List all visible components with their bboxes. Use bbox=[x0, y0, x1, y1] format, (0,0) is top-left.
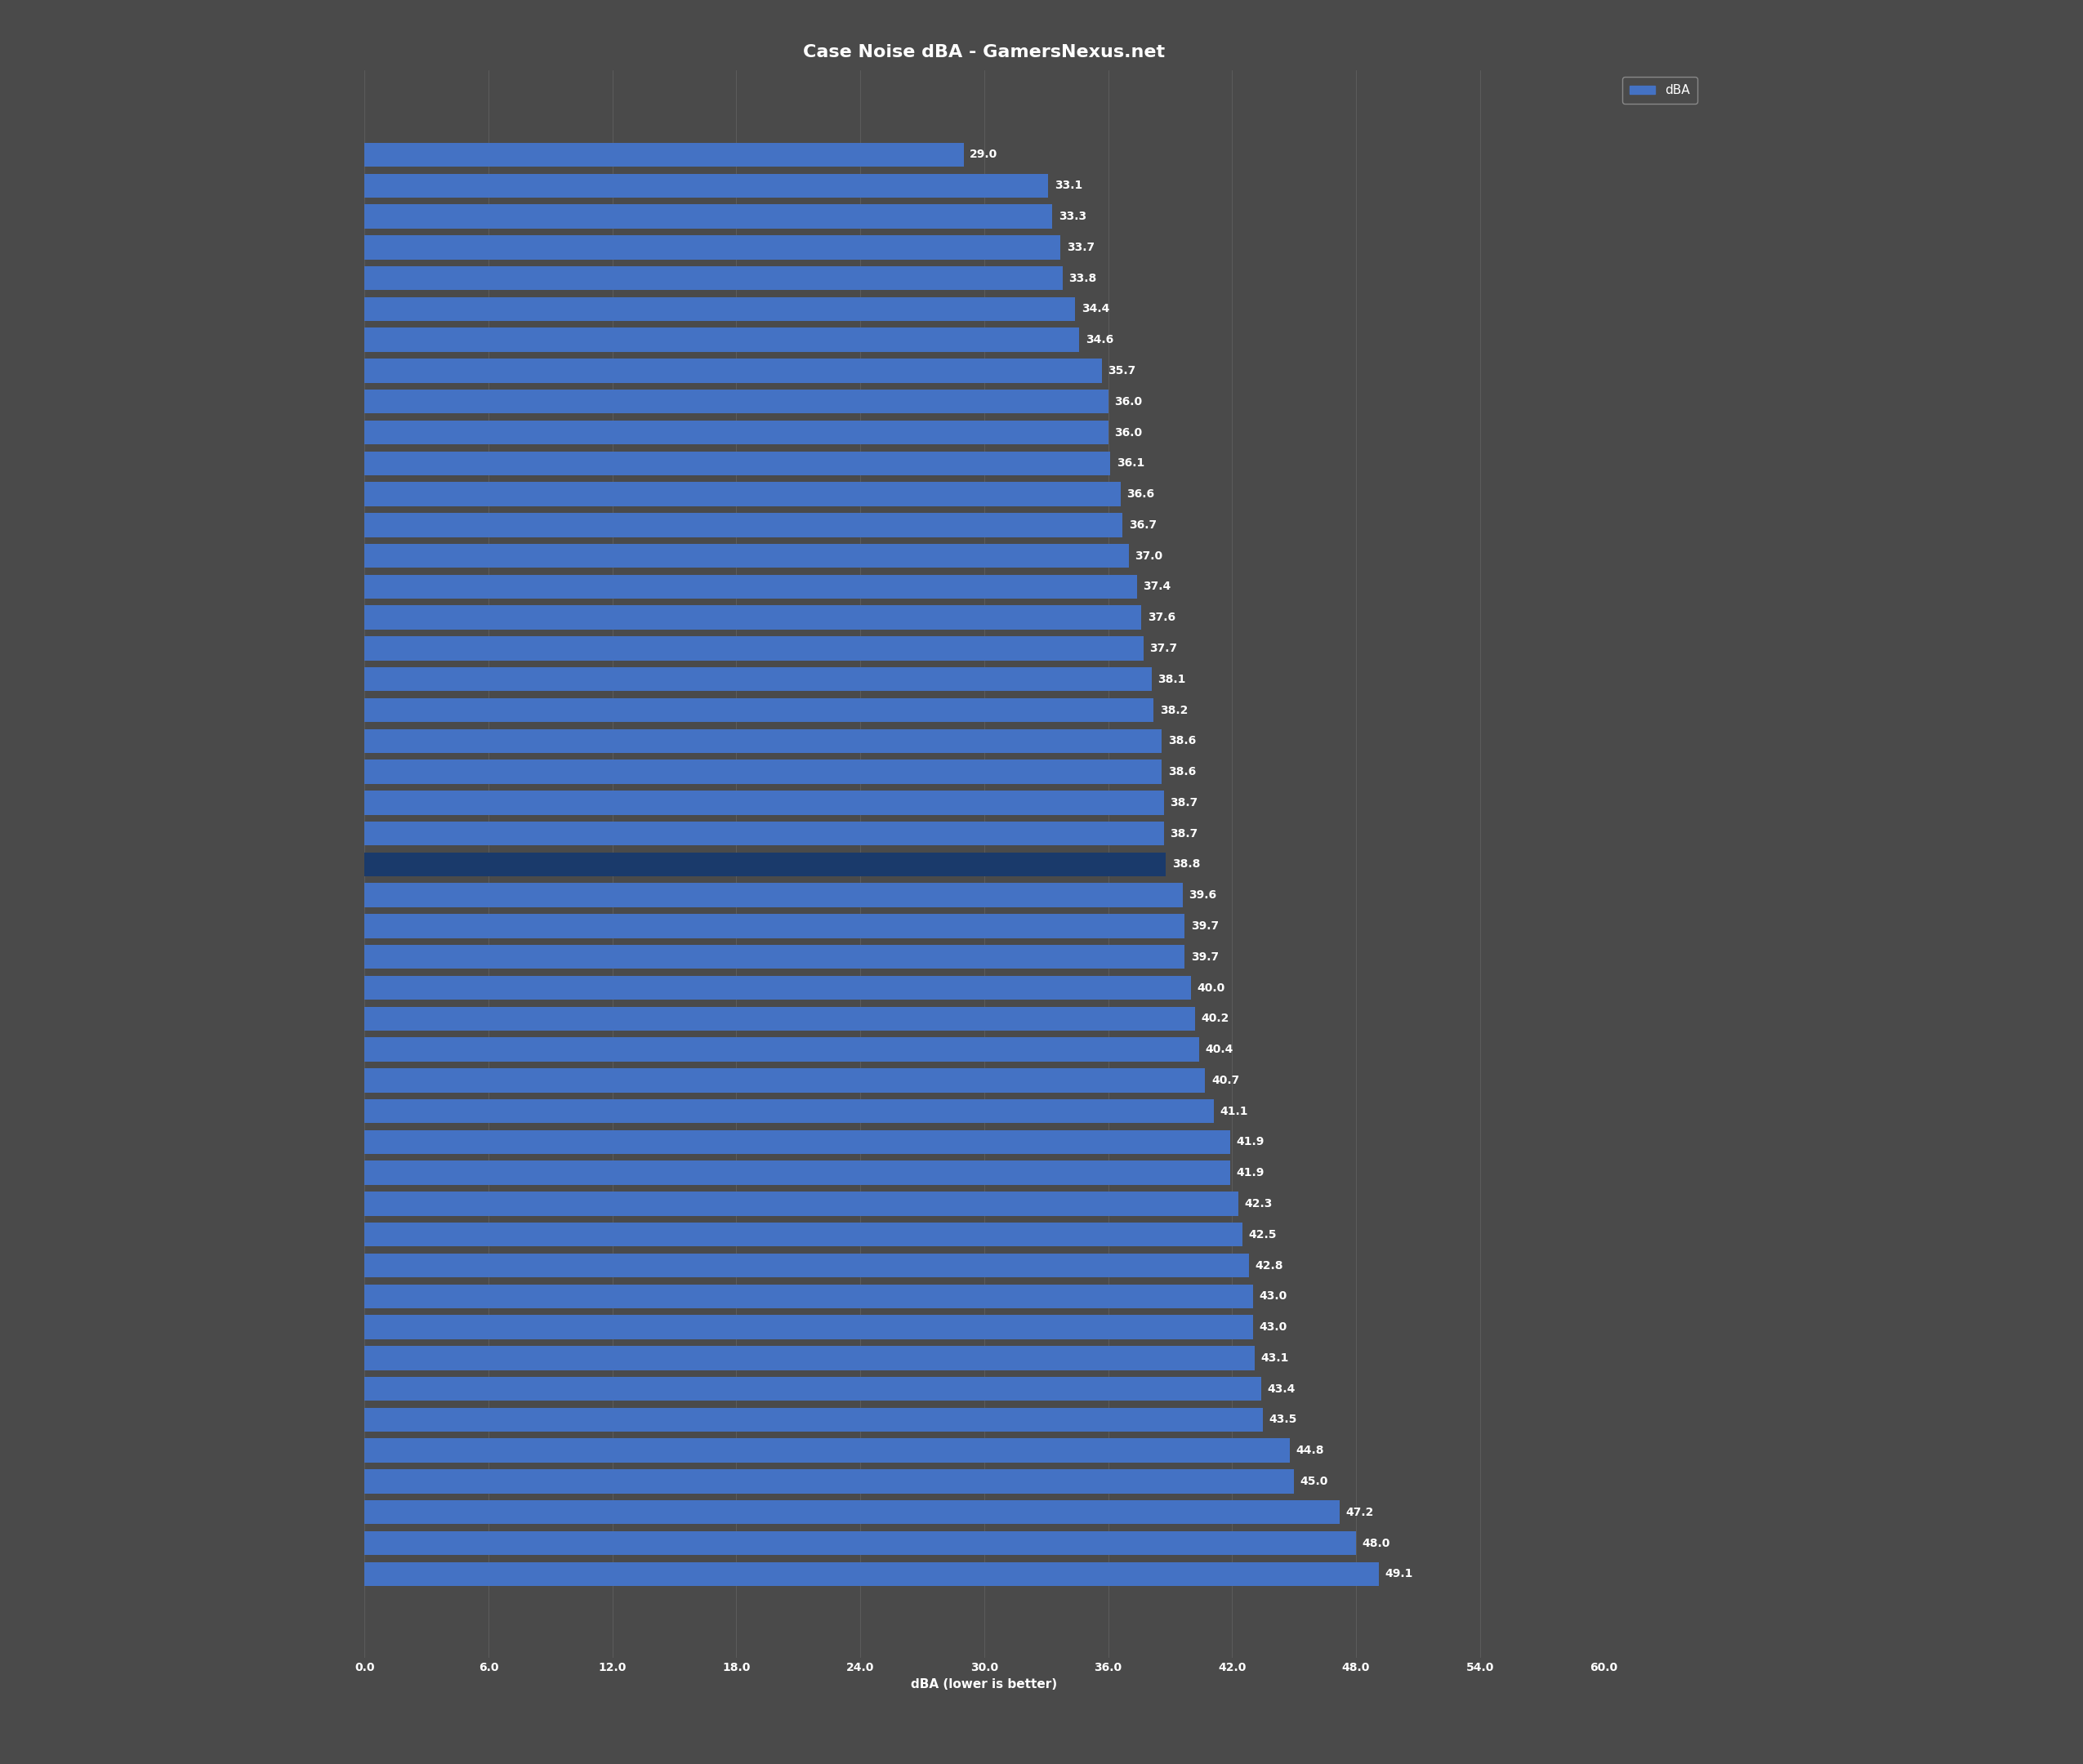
Bar bbox=[365, 637, 1144, 660]
Bar bbox=[365, 914, 1185, 938]
Bar bbox=[365, 420, 1108, 445]
Text: 41.9: 41.9 bbox=[1235, 1136, 1264, 1148]
Text: 40.7: 40.7 bbox=[1212, 1074, 1239, 1087]
Bar bbox=[365, 884, 1183, 907]
Text: 38.7: 38.7 bbox=[1171, 827, 1198, 840]
Text: 33.1: 33.1 bbox=[1054, 180, 1083, 191]
Bar bbox=[365, 143, 964, 168]
Bar bbox=[365, 729, 1162, 753]
Bar bbox=[365, 1069, 1206, 1092]
X-axis label: dBA (lower is better): dBA (lower is better) bbox=[910, 1678, 1058, 1690]
Text: 43.4: 43.4 bbox=[1266, 1383, 1296, 1395]
Text: 47.2: 47.2 bbox=[1346, 1506, 1375, 1519]
Text: 49.1: 49.1 bbox=[1385, 1568, 1412, 1581]
Text: 48.0: 48.0 bbox=[1362, 1538, 1389, 1549]
Bar bbox=[365, 1192, 1237, 1215]
Text: 34.6: 34.6 bbox=[1085, 333, 1114, 346]
Text: 38.2: 38.2 bbox=[1160, 704, 1187, 716]
Bar bbox=[365, 1161, 1231, 1185]
Text: 40.2: 40.2 bbox=[1202, 1013, 1229, 1025]
Bar bbox=[365, 1378, 1260, 1401]
Text: 37.7: 37.7 bbox=[1150, 642, 1177, 654]
Bar bbox=[365, 328, 1079, 351]
Text: 29.0: 29.0 bbox=[971, 148, 998, 161]
Text: 38.7: 38.7 bbox=[1171, 797, 1198, 808]
Text: 37.0: 37.0 bbox=[1135, 550, 1162, 561]
Bar bbox=[365, 790, 1164, 815]
Text: 33.8: 33.8 bbox=[1069, 272, 1098, 284]
Bar bbox=[365, 822, 1164, 845]
Text: 42.5: 42.5 bbox=[1248, 1230, 1277, 1240]
Bar bbox=[365, 1316, 1252, 1339]
Bar bbox=[365, 605, 1141, 630]
Bar bbox=[365, 975, 1191, 1000]
Text: 43.0: 43.0 bbox=[1258, 1291, 1287, 1302]
Text: 39.7: 39.7 bbox=[1191, 921, 1219, 931]
Text: 36.6: 36.6 bbox=[1127, 489, 1154, 499]
Text: 40.0: 40.0 bbox=[1198, 983, 1225, 993]
Text: 38.1: 38.1 bbox=[1158, 674, 1185, 684]
Legend: dBA: dBA bbox=[1623, 78, 1698, 104]
Bar bbox=[365, 852, 1166, 877]
Text: 36.1: 36.1 bbox=[1116, 457, 1144, 469]
Text: 37.6: 37.6 bbox=[1148, 612, 1175, 623]
Bar bbox=[365, 946, 1185, 968]
Bar bbox=[365, 358, 1102, 383]
Text: 41.9: 41.9 bbox=[1235, 1168, 1264, 1178]
Text: 42.8: 42.8 bbox=[1254, 1259, 1283, 1272]
Bar bbox=[365, 1499, 1339, 1524]
Bar bbox=[365, 1408, 1262, 1432]
Bar bbox=[365, 296, 1075, 321]
Bar bbox=[365, 667, 1152, 691]
Text: 38.6: 38.6 bbox=[1169, 736, 1196, 746]
Text: 37.4: 37.4 bbox=[1144, 580, 1171, 593]
Text: 36.0: 36.0 bbox=[1114, 427, 1141, 437]
Text: 36.7: 36.7 bbox=[1129, 519, 1156, 531]
Bar bbox=[365, 1037, 1200, 1062]
Bar bbox=[365, 1099, 1214, 1124]
Bar bbox=[365, 760, 1162, 783]
Bar bbox=[365, 1284, 1252, 1309]
Text: 35.7: 35.7 bbox=[1108, 365, 1135, 376]
Bar bbox=[365, 1561, 1379, 1586]
Bar bbox=[365, 1531, 1356, 1556]
Bar bbox=[365, 266, 1062, 291]
Text: 36.0: 36.0 bbox=[1114, 395, 1141, 407]
Bar bbox=[365, 1346, 1254, 1371]
Text: 38.6: 38.6 bbox=[1169, 766, 1196, 778]
Text: 44.8: 44.8 bbox=[1296, 1445, 1325, 1457]
Text: 40.4: 40.4 bbox=[1206, 1044, 1233, 1055]
Bar bbox=[365, 699, 1154, 721]
Bar bbox=[365, 390, 1108, 413]
Text: 43.5: 43.5 bbox=[1269, 1415, 1298, 1425]
Bar bbox=[365, 1131, 1231, 1154]
Bar bbox=[365, 1222, 1241, 1247]
Bar bbox=[365, 1007, 1196, 1030]
Bar bbox=[365, 513, 1123, 536]
Bar bbox=[365, 543, 1129, 568]
Bar bbox=[365, 235, 1060, 259]
Bar bbox=[365, 482, 1121, 506]
Text: 43.1: 43.1 bbox=[1260, 1353, 1289, 1364]
Bar bbox=[365, 575, 1137, 598]
Text: 33.3: 33.3 bbox=[1058, 210, 1087, 222]
Bar bbox=[365, 205, 1052, 229]
Text: 39.6: 39.6 bbox=[1189, 889, 1216, 901]
Text: 34.4: 34.4 bbox=[1081, 303, 1110, 314]
Text: 38.8: 38.8 bbox=[1173, 859, 1200, 870]
Text: 45.0: 45.0 bbox=[1300, 1476, 1329, 1487]
Text: 39.7: 39.7 bbox=[1191, 951, 1219, 963]
Bar bbox=[365, 452, 1110, 475]
Text: 43.0: 43.0 bbox=[1258, 1321, 1287, 1334]
Bar bbox=[365, 1438, 1289, 1462]
Title: Case Noise dBA - GamersNexus.net: Case Noise dBA - GamersNexus.net bbox=[804, 44, 1164, 60]
Text: 33.7: 33.7 bbox=[1066, 242, 1096, 252]
Bar bbox=[365, 1469, 1294, 1494]
Bar bbox=[365, 173, 1048, 198]
Text: 41.1: 41.1 bbox=[1221, 1106, 1248, 1117]
Text: 42.3: 42.3 bbox=[1244, 1198, 1273, 1210]
Bar bbox=[365, 1254, 1248, 1277]
